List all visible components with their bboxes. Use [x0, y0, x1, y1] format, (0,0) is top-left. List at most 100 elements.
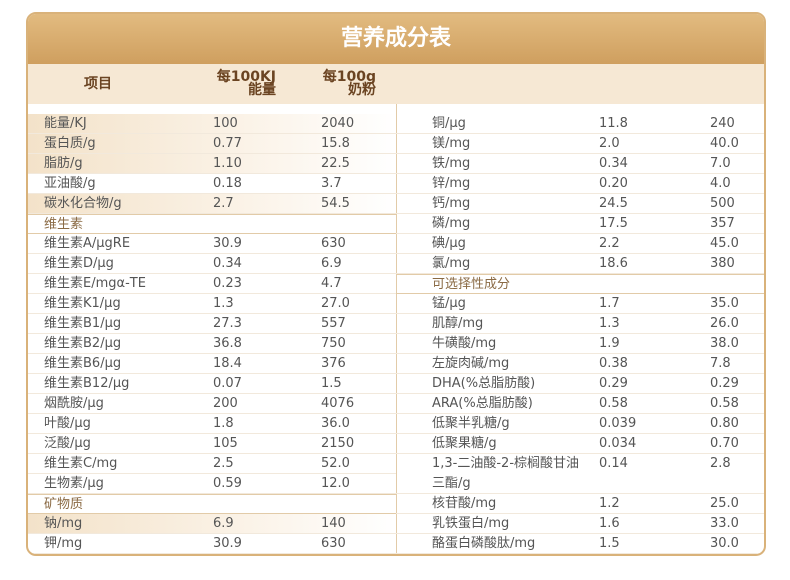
nutrient-name: 左旋肉碱/mg — [432, 356, 510, 371]
nutrient-name: 低聚半乳糖/g — [432, 416, 510, 431]
data-row: 维生素C/mg 2.5 52.0 — [28, 454, 396, 474]
data-row: 钠/mg 6.9 140 — [28, 514, 396, 534]
per-100kj: 2.5 — [213, 456, 234, 471]
data-row: 维生素K1/μg 1.3 27.0 — [28, 294, 396, 314]
nutrient-name: 钠/mg — [44, 516, 83, 531]
per-100kj: 0.29 — [599, 376, 628, 391]
divider — [396, 104, 397, 554]
per-100kj: 2.2 — [599, 236, 620, 251]
nutrient-name: 磷/mg — [432, 216, 471, 231]
nutrient-name: 三酯/g — [432, 476, 471, 491]
header-kj: 能量 — [248, 82, 276, 98]
header-g: 每100g — [322, 69, 376, 85]
data-row: 烟酰胺/μg 200 4076 — [28, 394, 396, 414]
nutrient-name: 维生素E/mgα-TE — [44, 276, 146, 291]
data-row: 维生素B1/μg 27.3 557 — [28, 314, 396, 334]
data-row: 维生素B2/μg 36.8 750 — [28, 334, 396, 354]
per-100g: 35.0 — [710, 296, 739, 311]
data-row: 乳铁蛋白/mg 1.6 33.0 — [396, 514, 764, 534]
per-100kj: 0.23 — [213, 276, 242, 291]
nutrient-name: 维生素A/μgRE — [44, 236, 131, 251]
nutrition-table: 营养成分表 项目每100KJ能量每100g奶粉项目每100KJ能量每100g奶粉… — [26, 12, 766, 556]
nutrient-name: 维生素D/μg — [44, 256, 114, 271]
per-100g: 15.8 — [321, 136, 350, 151]
per-100kj: 0.039 — [599, 416, 637, 431]
data-row: 钾/mg 30.9 630 — [28, 534, 396, 554]
per-100kj: 0.14 — [599, 456, 628, 471]
per-100g: 3.7 — [321, 176, 342, 191]
per-100g: 2150 — [321, 436, 355, 451]
data-row: 维生素A/μgRE 30.9 630 — [28, 234, 396, 254]
data-row: DHA(%总脂肪酸) 0.29 0.29 — [396, 374, 764, 394]
nutrient-name: 维生素C/mg — [44, 456, 118, 471]
per-100g: 750 — [321, 336, 346, 351]
per-100g: 557 — [321, 316, 346, 331]
section-row: 矿物质 — [28, 494, 396, 514]
per-100g: 357 — [710, 216, 735, 231]
data-row: 低聚半乳糖/g 0.039 0.80 — [396, 414, 764, 434]
per-100g: 30.0 — [710, 536, 739, 551]
per-100g: 630 — [321, 536, 346, 551]
per-100g: 54.5 — [321, 196, 350, 211]
per-100g: 0.58 — [710, 396, 739, 411]
nutrient-name: 铁/mg — [432, 156, 471, 171]
nutrient-name: 维生素B1/μg — [44, 316, 122, 331]
per-100kj: 1.6 — [599, 516, 620, 531]
header-g: 奶粉 — [348, 82, 376, 98]
nutrient-name: DHA(%总脂肪酸) — [432, 376, 536, 391]
per-100g: 36.0 — [321, 416, 350, 431]
table-title: 营养成分表 — [28, 14, 764, 64]
per-100g: 0.80 — [710, 416, 739, 431]
per-100g: 380 — [710, 256, 735, 271]
nutrient-name: 生物素/μg — [44, 476, 104, 491]
per-100kj: 0.38 — [599, 356, 628, 371]
data-row: 维生素D/μg 0.34 6.9 — [28, 254, 396, 274]
nutrient-name: 1,3-二油酸-2-棕榈酸甘油 — [432, 456, 580, 471]
per-100kj: 1.3 — [599, 316, 620, 331]
nutrient-name: 镁/mg — [432, 136, 471, 151]
data-row: 碳水化合物/g 2.7 54.5 — [28, 194, 396, 214]
per-100g: 4076 — [321, 396, 355, 411]
per-100kj: 100 — [213, 116, 238, 131]
per-100kj: 0.58 — [599, 396, 628, 411]
per-100g: 52.0 — [321, 456, 350, 471]
per-100kj: 11.8 — [599, 116, 628, 131]
data-row: 铜/μg 11.8 240 — [396, 114, 764, 134]
per-100kj: 1.7 — [599, 296, 620, 311]
per-100kj: 0.59 — [213, 476, 242, 491]
nutrient-name: 亚油酸/g — [44, 176, 96, 191]
per-100kj: 105 — [213, 436, 238, 451]
data-row: 低聚果糖/g 0.034 0.70 — [396, 434, 764, 454]
section-label: 可选择性成分 — [432, 277, 511, 292]
data-row: 铁/mg 0.34 7.0 — [396, 154, 764, 174]
data-row: 能量/KJ 100 2040 — [28, 114, 396, 134]
data-row: 维生素B12/μg 0.07 1.5 — [28, 374, 396, 394]
per-100g: 33.0 — [710, 516, 739, 531]
nutrient-name: 叶酸/μg — [44, 416, 91, 431]
nutrient-name: 乳铁蛋白/mg — [432, 516, 510, 531]
data-row: ARA(%总脂肪酸) 0.58 0.58 — [396, 394, 764, 414]
per-100g: 0.29 — [710, 376, 739, 391]
per-100g: 7.8 — [710, 356, 731, 371]
per-100kj: 0.07 — [213, 376, 242, 391]
nutrient-name: 碳水化合物/g — [44, 196, 122, 211]
per-100kj: 6.9 — [213, 516, 234, 531]
per-100kj: 30.9 — [213, 536, 242, 551]
per-100kj: 0.77 — [213, 136, 242, 151]
nutrient-name: 锌/mg — [432, 176, 471, 191]
per-100g: 140 — [321, 516, 346, 531]
per-100kj: 18.4 — [213, 356, 242, 371]
nutrient-name: 脂肪/g — [44, 156, 83, 171]
per-100kj: 1.8 — [213, 416, 234, 431]
nutrient-name: 钾/mg — [44, 536, 83, 551]
data-row: 左旋肉碱/mg 0.38 7.8 — [396, 354, 764, 374]
header-row: 项目每100KJ能量每100g奶粉项目每100KJ能量每100g奶粉 — [28, 64, 764, 104]
per-100kj: 200 — [213, 396, 238, 411]
data-row: 泛酸/μg 105 2150 — [28, 434, 396, 454]
data-row: 酪蛋白磷酸肽/mg 1.5 30.0 — [396, 534, 764, 554]
data-row: 镁/mg 2.0 40.0 — [396, 134, 764, 154]
nutrient-name: ARA(%总脂肪酸) — [432, 396, 533, 411]
per-100kj: 30.9 — [213, 236, 242, 251]
per-100kj: 17.5 — [599, 216, 628, 231]
